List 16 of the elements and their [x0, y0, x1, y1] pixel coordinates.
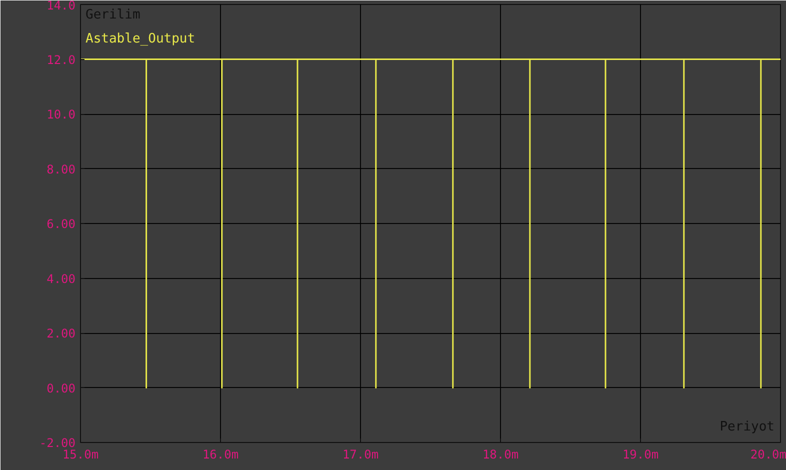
x-tick-label: 15.0m — [62, 448, 99, 462]
y-tick-label: 12.0 — [46, 52, 76, 67]
series-label: Astable_Output — [86, 32, 196, 46]
x-tick-label: 18.0m — [482, 448, 519, 462]
y-tick-label: -2.00 — [39, 436, 76, 450]
y-tick-label: 8.00 — [46, 162, 76, 176]
x-tick-label: 20.0m — [750, 448, 786, 462]
y-tick-label: 10.0 — [46, 108, 76, 122]
y-tick-label: 0.00 — [46, 381, 76, 396]
y-tick-label: 14.0 — [46, 0, 76, 12]
x-tick-label: 16.0m — [202, 448, 239, 462]
y-tick-label: 4.00 — [46, 272, 76, 286]
y-tick-label: 2.00 — [46, 326, 76, 340]
y-tick-label: 6.00 — [46, 217, 76, 231]
x-tick-label: 17.0m — [342, 448, 379, 462]
x-tick-label: 19.0m — [622, 448, 659, 462]
